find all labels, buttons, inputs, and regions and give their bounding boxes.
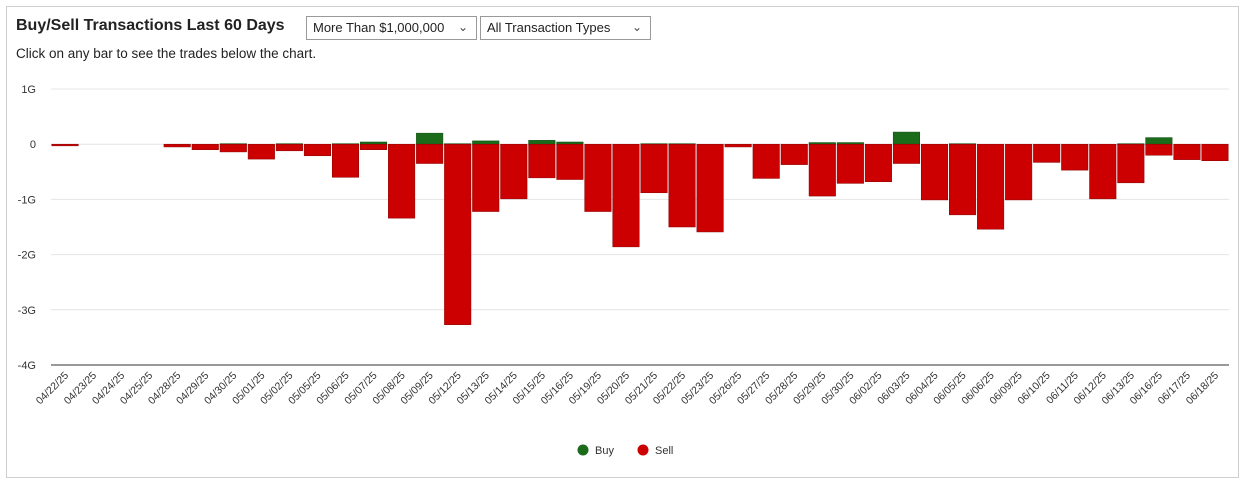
sell-bar[interactable] — [1089, 143, 1117, 200]
buy-bar[interactable] — [360, 141, 388, 145]
sell-bar[interactable] — [331, 143, 360, 178]
sell-bar[interactable] — [949, 143, 977, 216]
legend-swatch — [637, 444, 649, 456]
buy-bar[interactable] — [556, 141, 584, 145]
sell-bar[interactable] — [1005, 143, 1033, 201]
buy-bar[interactable] — [416, 132, 444, 145]
sell-bar[interactable] — [360, 143, 388, 150]
sell-bar[interactable] — [780, 143, 808, 165]
amount-filter-select[interactable]: More Than $1,000,000 ⌄ — [306, 16, 477, 40]
sell-bar[interactable] — [556, 143, 584, 180]
sell-bar[interactable] — [836, 143, 864, 184]
sell-bar[interactable] — [808, 143, 836, 197]
sell-bar[interactable] — [1117, 143, 1145, 184]
y-tick-label: 1G — [21, 84, 36, 96]
sell-bar[interactable] — [219, 143, 247, 153]
sell-bar[interactable] — [1145, 143, 1173, 156]
sell-bar[interactable] — [191, 143, 219, 150]
page-title: Buy/Sell Transactions Last 60 Days — [16, 17, 285, 34]
amount-filter-value: More Than $1,000,000 — [313, 20, 445, 35]
sell-bar[interactable] — [612, 143, 640, 248]
chart-instructions: Click on any bar to see the trades below… — [16, 46, 317, 61]
sell-bar[interactable] — [584, 143, 612, 212]
sell-bar[interactable] — [696, 143, 724, 233]
sell-bar[interactable] — [920, 143, 949, 201]
legend-swatch — [577, 444, 589, 456]
y-tick-label: -1G — [18, 194, 36, 206]
legend-item[interactable]: Buy — [577, 444, 615, 458]
sell-bar[interactable] — [444, 143, 472, 325]
y-tick-label: -3G — [18, 305, 36, 317]
sell-bar[interactable] — [275, 143, 303, 152]
sell-bar[interactable] — [472, 143, 500, 212]
sell-bar[interactable] — [416, 143, 444, 164]
chevron-down-icon: ⌄ — [457, 20, 468, 34]
legend-label: Buy — [595, 445, 614, 457]
type-filter-value: All Transaction Types — [487, 20, 611, 35]
sell-bar[interactable] — [1201, 143, 1229, 162]
sell-bar[interactable] — [977, 143, 1005, 230]
sell-bar[interactable] — [388, 143, 416, 219]
chevron-down-icon: ⌄ — [631, 20, 642, 34]
sell-bar[interactable] — [247, 143, 275, 160]
buy-bar[interactable] — [528, 140, 556, 145]
y-tick-label: -4G — [18, 360, 36, 372]
sell-bar[interactable] — [668, 143, 696, 228]
legend-item[interactable]: Sell — [637, 444, 674, 458]
sell-bar[interactable] — [163, 143, 191, 148]
sell-bar[interactable] — [864, 143, 892, 182]
sell-bar[interactable] — [51, 143, 79, 147]
buy-bar[interactable] — [1145, 137, 1173, 145]
sell-bar[interactable] — [1173, 143, 1201, 160]
buy-bar[interactable] — [472, 140, 500, 145]
type-filter-select[interactable]: All Transaction Types ⌄ — [480, 16, 651, 40]
sell-bar[interactable] — [500, 143, 528, 200]
sell-bar[interactable] — [752, 143, 780, 179]
sell-bar[interactable] — [640, 143, 668, 194]
legend-label: Sell — [655, 445, 673, 457]
sell-bar[interactable] — [892, 143, 920, 164]
sell-bar[interactable] — [528, 143, 556, 179]
sell-bar[interactable] — [1061, 143, 1089, 171]
y-tick-label: 0 — [30, 139, 36, 151]
sell-bar[interactable] — [724, 143, 752, 148]
buy-bar[interactable] — [892, 131, 920, 145]
sell-bar[interactable] — [303, 143, 331, 157]
sell-bar[interactable] — [1033, 143, 1061, 163]
y-tick-label: -2G — [18, 250, 36, 262]
